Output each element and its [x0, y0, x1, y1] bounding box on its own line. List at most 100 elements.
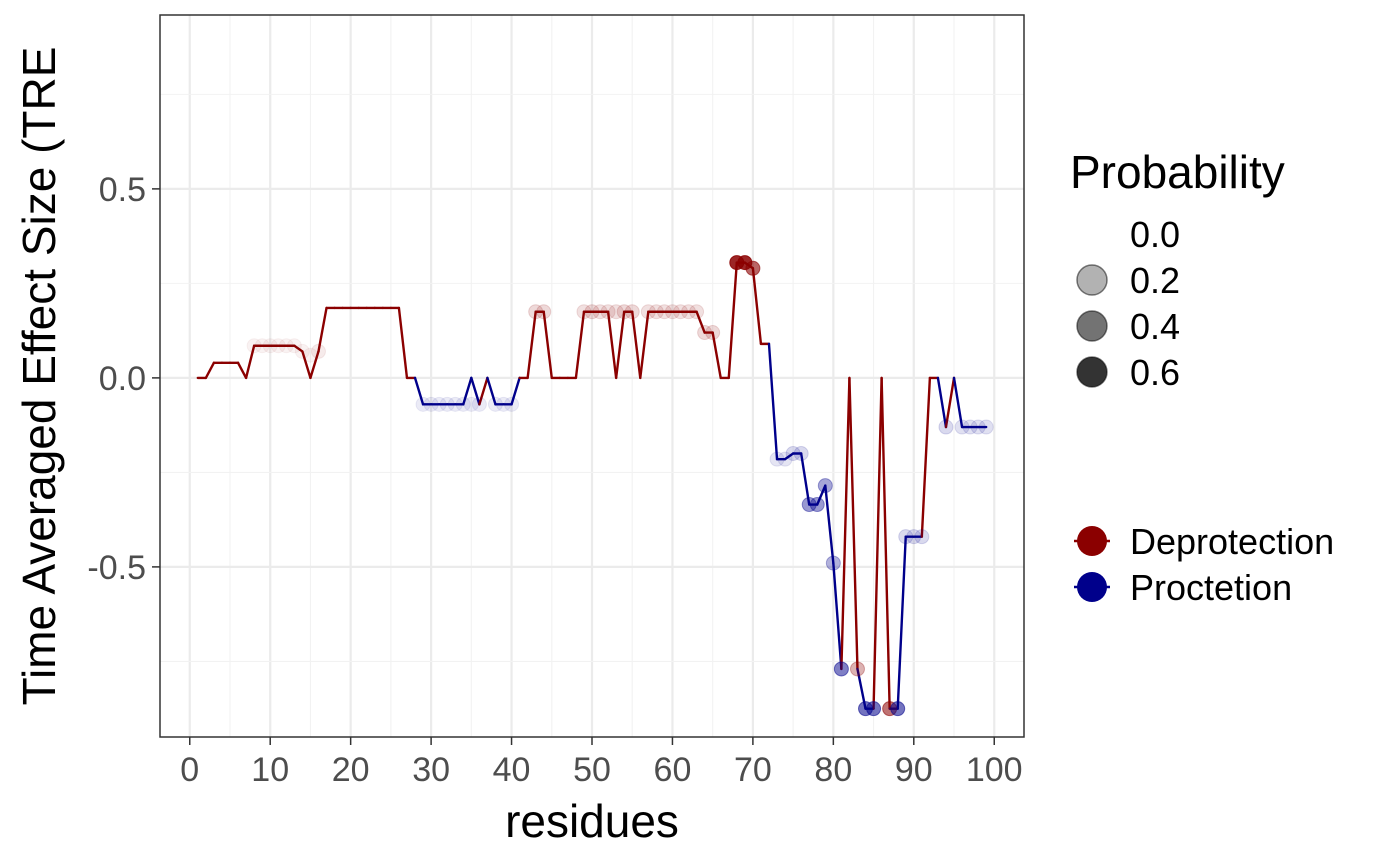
- data-point: [817, 478, 833, 494]
- y-tick-label: -0.5: [87, 549, 146, 587]
- x-tick-label: 70: [734, 751, 772, 789]
- data-point: [970, 419, 986, 435]
- x-tick-label: 60: [654, 751, 692, 789]
- data-point: [584, 304, 600, 320]
- x-tick-label: 10: [251, 751, 289, 789]
- probability-legend-label: 0.2: [1130, 260, 1180, 301]
- y-axis-title: Time Averaged Effect Size (TRE: [13, 47, 65, 706]
- data-point: [664, 304, 680, 320]
- x-tick-label: 50: [573, 751, 611, 789]
- series-line-segment: [816, 484, 827, 506]
- data-point: [890, 701, 906, 717]
- series-line-segment: [204, 361, 216, 380]
- series-line-segment: [470, 376, 481, 406]
- series-line-segment: [236, 361, 248, 380]
- data-point: [592, 304, 608, 320]
- probability-legend-key: [1076, 264, 1108, 296]
- data-point: [978, 419, 994, 435]
- data-point: [640, 304, 656, 320]
- data-point: [600, 304, 616, 320]
- series-line-segment: [462, 376, 473, 406]
- series-line-segment: [478, 376, 489, 406]
- data-point: [681, 304, 697, 320]
- probability-legend-label: 0.0: [1130, 214, 1180, 255]
- data-point: [777, 451, 793, 467]
- data-point: [672, 304, 688, 320]
- data-point: [262, 338, 278, 354]
- data-point: [954, 419, 970, 435]
- data-point: [415, 396, 431, 412]
- data-point: [431, 396, 447, 412]
- data-point: [898, 529, 914, 545]
- data-point: [962, 419, 978, 435]
- series-line-segment: [244, 344, 256, 380]
- series-line-segment: [799, 452, 811, 506]
- series-line-segment: [631, 310, 642, 380]
- data-point: [528, 304, 544, 320]
- data-point: [278, 338, 294, 354]
- series-line-segment: [301, 350, 312, 380]
- data-point: [423, 396, 439, 412]
- series-line-segment: [896, 535, 907, 710]
- data-point: [286, 338, 302, 354]
- legend: Probability 0.0 0.2 0.4 0.6 Deprotection Pro…: [1070, 146, 1334, 608]
- y-tick-label: 0.5: [99, 171, 146, 209]
- data-point: [270, 338, 286, 354]
- data-point: [769, 451, 785, 467]
- data-point: [608, 304, 624, 320]
- series-line-segment: [880, 376, 891, 710]
- data-point: [833, 661, 849, 677]
- x-tick-label: 0: [180, 751, 199, 789]
- data-point: [439, 396, 455, 412]
- direction-legend-label: Deprotection: [1130, 521, 1334, 562]
- series-layer: [196, 255, 994, 717]
- size-legend-title: Probability: [1070, 146, 1285, 198]
- series-line-segment: [848, 376, 859, 671]
- probability-legend-key: [1076, 356, 1108, 388]
- data-point: [471, 396, 487, 412]
- series-line-segment: [832, 561, 843, 671]
- data-point: [801, 497, 817, 513]
- series-line-segment: [711, 331, 722, 380]
- data-point: [648, 304, 664, 320]
- data-point: [793, 445, 809, 461]
- series-line-segment: [486, 376, 497, 406]
- probability-legend-label: 0.4: [1130, 306, 1180, 347]
- size-legend-items: 0.0 0.2 0.4 0.6: [1076, 214, 1180, 393]
- data-point: [455, 396, 471, 412]
- data-point: [310, 343, 326, 359]
- series-line-segment: [614, 310, 626, 380]
- data-point: [246, 338, 262, 354]
- x-tick-label: 80: [814, 751, 852, 789]
- probability-legend-label: 0.6: [1130, 352, 1180, 393]
- series-line-segment: [824, 484, 835, 565]
- data-point: [536, 304, 552, 320]
- data-point: [447, 396, 463, 412]
- data-point: [938, 419, 954, 435]
- data-point: [487, 396, 503, 412]
- data-point: [576, 304, 592, 320]
- series-line-segment: [510, 376, 521, 406]
- series-line-segment: [751, 267, 763, 346]
- series-line-segment: [574, 310, 586, 380]
- data-point: [294, 343, 310, 359]
- data-point: [496, 396, 512, 412]
- data-point: [254, 338, 270, 354]
- series-line-segment: [695, 310, 706, 334]
- color-legend-items: Deprotection Proctetion: [1074, 521, 1334, 608]
- data-point: [914, 529, 930, 545]
- data-point: [302, 347, 318, 363]
- series-line-segment: [542, 310, 553, 380]
- y-tick-label: 0.0: [99, 360, 146, 398]
- series-line-segment: [309, 350, 320, 380]
- series-line-segment: [944, 376, 956, 429]
- x-tick-label: 40: [493, 751, 531, 789]
- series-line-segment: [767, 342, 779, 461]
- x-tick-label: 20: [332, 751, 370, 789]
- x-tick-label: 100: [966, 751, 1023, 789]
- axes-layer: 0 10 20 30 40 50 60 70 80 90 100 -0.5 0.0 0.5: [87, 171, 1022, 789]
- series-line-segment: [606, 310, 618, 380]
- series-line-segment: [727, 261, 739, 380]
- x-tick-label: 30: [412, 751, 450, 789]
